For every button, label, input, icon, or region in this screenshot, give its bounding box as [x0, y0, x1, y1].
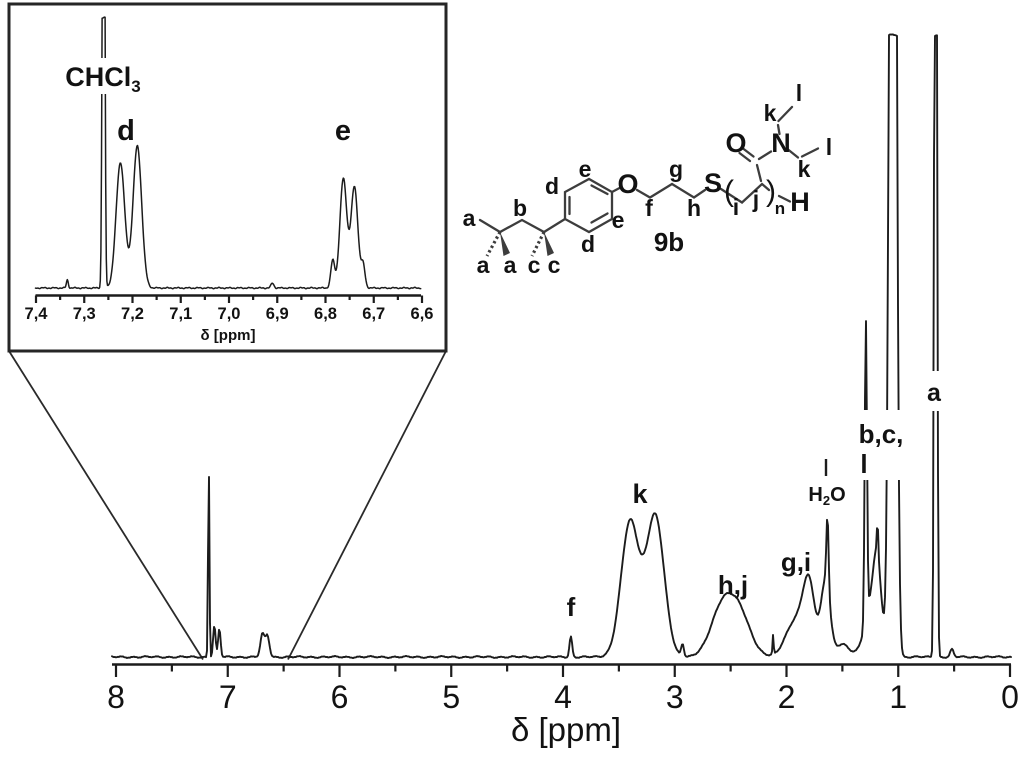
inset-peak-label: CHCl3	[65, 62, 140, 96]
C-O-double-bond	[738, 147, 755, 163]
main-peak-labels: f k h,j g,i H2O b,c,l a	[567, 371, 945, 622]
wedge-bond	[500, 232, 510, 256]
peak-label-background	[856, 410, 907, 480]
atom-label: d	[545, 173, 559, 199]
main-tick-label: 0	[1001, 679, 1019, 715]
atom-label: f	[645, 195, 653, 221]
peak-label: f	[567, 592, 576, 622]
main-spectrum-curve	[111, 33, 1012, 660]
main-tick-label: 3	[666, 679, 684, 715]
wedge-bond	[544, 232, 554, 256]
inset-callout-lines	[8, 350, 447, 660]
aromatic-double-bonds	[568, 184, 609, 224]
atom-label: H	[790, 187, 810, 217]
inset-peak-label: d	[117, 115, 135, 147]
callout-line-left	[8, 350, 204, 660]
atom-label: a	[504, 252, 517, 278]
peak-label: a	[927, 379, 942, 407]
atom-label: k	[764, 100, 777, 126]
N-ethyl-upper-bonds	[776, 105, 794, 136]
alkyl-chain-bond	[478, 217, 567, 234]
N-ethyl-lower-bonds	[786, 147, 820, 159]
inset-spectrum-curve	[34, 16, 422, 290]
atom-label: l	[826, 134, 832, 160]
main-tick-label: 1	[889, 679, 907, 715]
inset-border-box	[7, 2, 448, 353]
inset-panel: 7,4 7,3 7,2 7,1 7,0 6,9 6,8 6,7 6,6 δ [ppm] CHCl3 d…	[7, 2, 448, 353]
CH-carbonyl-bond	[755, 163, 763, 183]
atom-label: n	[775, 199, 785, 218]
atom-label: e	[612, 207, 625, 233]
atom-label: O	[725, 128, 746, 158]
inset-tick-label: 7,2	[121, 305, 144, 323]
atom-label: i	[733, 194, 739, 220]
atom-label: d	[581, 231, 595, 257]
inset-peak-label: e	[335, 115, 351, 147]
inset-tick-label: 7,4	[25, 305, 49, 323]
atom-label: h	[687, 195, 701, 221]
callout-line-right	[287, 350, 447, 660]
inset-tick-label: 6,6	[411, 305, 434, 323]
molecule-bonds	[478, 105, 820, 257]
inset-tick-label: 7,1	[169, 305, 192, 323]
atom-label: k	[798, 156, 811, 182]
hashed-bond	[485, 231, 502, 257]
inset-axis-title: δ [ppm]	[201, 327, 256, 344]
benzene-ring	[563, 177, 614, 234]
peak-label: h,j	[718, 570, 748, 600]
backbone-bonds	[719, 182, 771, 204]
atom-label: )	[766, 175, 776, 208]
main-tick-label: 8	[107, 679, 125, 715]
peak-label-background	[923, 371, 945, 411]
atom-label: e	[579, 156, 592, 182]
atom-label: (	[724, 175, 734, 208]
atom-label: a	[477, 252, 490, 278]
atom-label: a	[463, 205, 476, 231]
peak-label: l	[860, 449, 867, 479]
atom-label: j	[752, 186, 759, 212]
chain-end-H-bond	[777, 194, 792, 203]
inset-tick-label: 6,9	[266, 305, 289, 323]
inset-tick-label: 7,0	[218, 305, 241, 323]
main-x-axis: 8 7 6 5 4 3 2 1 0 δ [ppm]	[107, 663, 1019, 748]
inset-peak-label-background	[66, 58, 140, 94]
atom-label: S	[704, 168, 722, 198]
propyl-linker-bonds	[635, 182, 707, 199]
atom-label: g	[669, 156, 683, 182]
ring-O-bond	[610, 186, 622, 194]
main-axis-title: δ [ppm]	[511, 711, 621, 748]
main-tick-label: 7	[219, 679, 237, 715]
peak-label: k	[632, 479, 648, 509]
main-tick-label: 5	[442, 679, 460, 715]
atom-label: b	[513, 195, 527, 221]
inset-tick-label: 6,7	[362, 305, 385, 323]
atom-label: O	[617, 169, 638, 199]
atom-label: l	[796, 80, 802, 106]
inset-tick-label: 7,3	[73, 305, 96, 323]
main-tick-label: 6	[331, 679, 349, 715]
C-N-bond	[757, 150, 773, 161]
inset-tick-label: 6,8	[314, 305, 337, 323]
main-tick-label: 4	[554, 679, 572, 715]
peak-label: g,i	[781, 547, 811, 577]
compound-id-label: 9b	[654, 227, 684, 257]
main-spectrum-trace	[111, 33, 1012, 660]
atom-label: c	[528, 252, 541, 278]
atom-label: c	[548, 252, 561, 278]
atom-label: N	[771, 128, 791, 158]
main-tick-label: 2	[778, 679, 796, 715]
peak-label: b,c,	[859, 419, 904, 449]
hashed-bond	[530, 231, 546, 257]
peak-label: H2O	[808, 484, 845, 508]
